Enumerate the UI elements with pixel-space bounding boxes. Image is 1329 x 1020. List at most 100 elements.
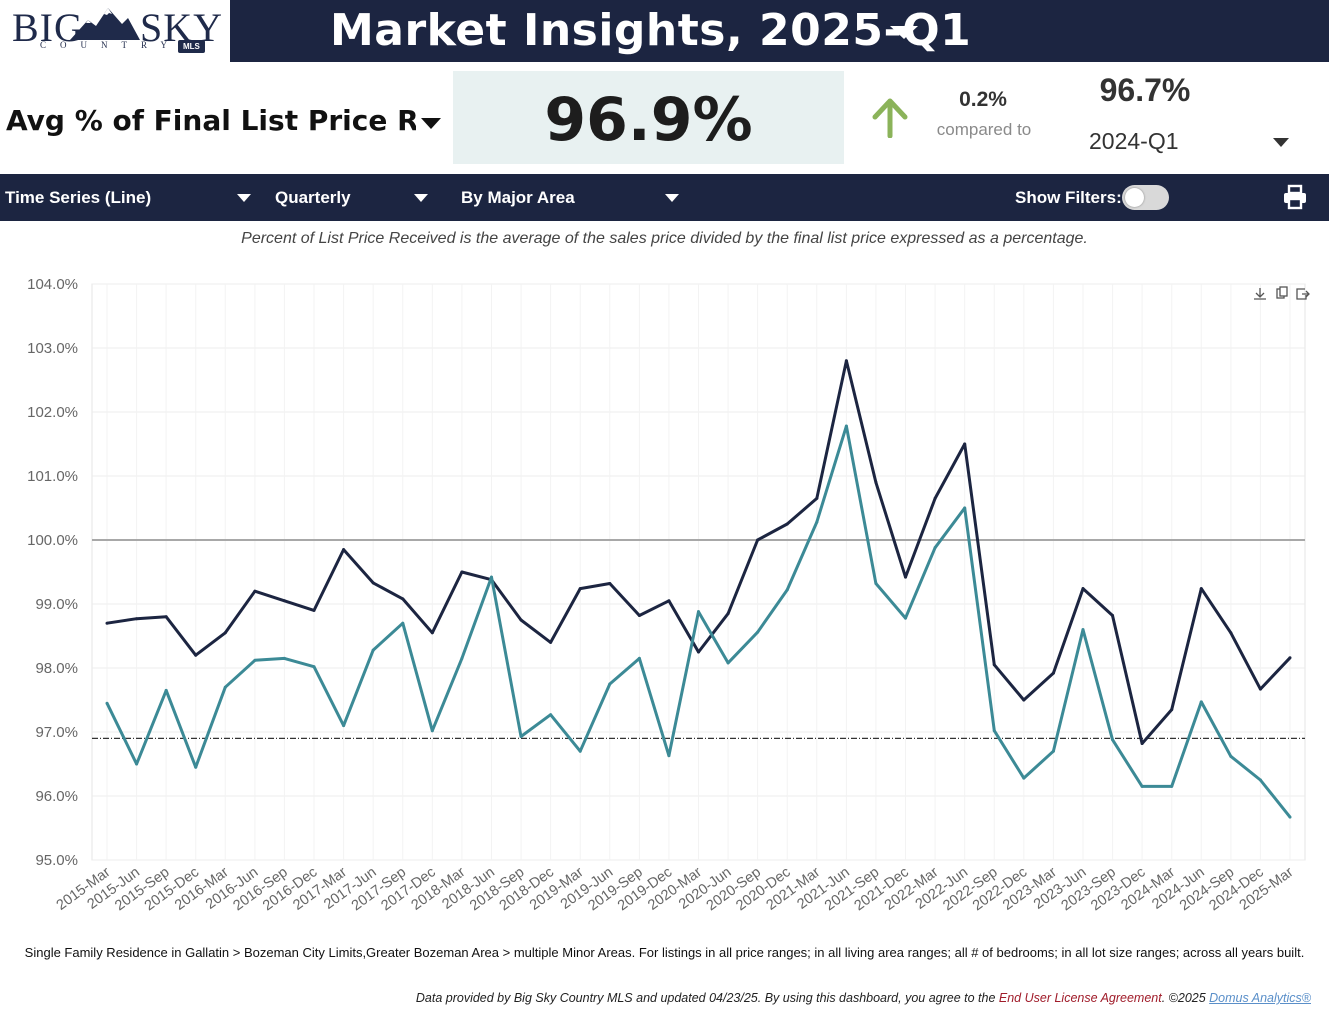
grouping-dropdown[interactable]: By Major Area (452, 174, 688, 221)
data-point (430, 631, 434, 635)
comparison-value: 96.7% (1099, 72, 1191, 108)
data-point (164, 615, 168, 619)
data-point (578, 749, 582, 753)
data-point (460, 656, 464, 660)
metric-value: 96.9% (544, 85, 753, 155)
toggle-knob (1125, 188, 1144, 207)
data-point (844, 359, 848, 363)
data-point (1199, 587, 1203, 591)
data-point (401, 621, 405, 625)
data-point (342, 724, 346, 728)
data-point (756, 538, 760, 542)
chart-gridlines (91, 283, 1306, 861)
data-point (519, 618, 523, 622)
y-tick-label: 103.0% (27, 340, 78, 357)
data-point (1111, 738, 1115, 742)
data-point (1140, 742, 1144, 746)
data-point (1051, 749, 1055, 753)
y-tick-label: 100.0% (27, 532, 78, 549)
time-series-chart: 104.0% 103.0% 102.0% 101.0% 100.0% 99.0% 98.0%… (27, 276, 1306, 914)
chart-type-dropdown[interactable]: Time Series (Line) (0, 174, 258, 221)
y-axis-ticks: 104.0% 103.0% 102.0% 101.0% 100.0% 99.0% 98.0%… (27, 276, 78, 869)
data-point (549, 640, 553, 644)
mountain-icon (70, 8, 140, 40)
data-point (1258, 778, 1262, 782)
data-point (489, 575, 493, 579)
header-bar: Market Insights, 2025-Q1 (230, 0, 1329, 62)
data-point (1199, 700, 1203, 704)
y-tick-label: 102.0% (27, 404, 78, 421)
data-point (371, 581, 375, 585)
data-point (874, 480, 878, 484)
data-point (342, 548, 346, 552)
data-point (933, 546, 937, 550)
chart-toolbar (1254, 286, 1310, 300)
logo-badge-mls: MLS (178, 40, 205, 53)
y-tick-label: 101.0% (27, 468, 78, 485)
eula-link[interactable]: End User License Agreement (998, 991, 1162, 1005)
data-point (1111, 614, 1115, 618)
data-point (1229, 754, 1233, 758)
data-point (608, 582, 612, 586)
metric-dropdown-caret-icon[interactable] (421, 118, 441, 129)
data-point (785, 588, 789, 592)
data-point (371, 648, 375, 652)
data-point (578, 587, 582, 591)
interval-caret-icon (414, 194, 428, 202)
brand-logo: BIG SKY COUNTRY MLS (0, 0, 230, 62)
data-point (312, 608, 316, 612)
data-point (667, 754, 671, 758)
interval-label: Quarterly (275, 188, 351, 207)
y-tick-label: 99.0% (35, 596, 78, 613)
data-point (815, 520, 819, 524)
data-point (1170, 784, 1174, 788)
y-tick-label: 104.0% (27, 276, 78, 293)
copy-icon[interactable] (1276, 286, 1288, 299)
data-point (1081, 628, 1085, 632)
data-point (1140, 784, 1144, 788)
data-point (135, 617, 139, 621)
chart-series (105, 359, 1292, 819)
print-icon[interactable] (1282, 184, 1308, 210)
logo-word-big: BIG (12, 5, 84, 50)
data-point (164, 688, 168, 692)
data-point (992, 729, 996, 733)
period-dropdown-caret-icon[interactable] (890, 26, 918, 39)
data-point (105, 621, 109, 625)
grouping-label: By Major Area (461, 188, 575, 207)
data-point (253, 658, 257, 662)
data-point (1051, 671, 1055, 675)
period-title[interactable]: Market Insights, 2025-Q1 (330, 5, 972, 56)
data-point (1022, 776, 1026, 780)
comparison-period-select[interactable]: 2024-Q1 (1089, 128, 1179, 154)
comparison-dropdown-caret-icon[interactable] (1273, 138, 1289, 147)
domus-analytics-link[interactable]: Domus Analytics® (1209, 991, 1311, 1005)
interval-dropdown[interactable]: Quarterly (266, 174, 436, 221)
y-tick-label: 98.0% (35, 660, 78, 677)
credit-prefix: Data provided by Big Sky Country MLS and… (415, 991, 999, 1005)
metric-selector-label[interactable]: Avg % of Final List Price Rec'd (6, 104, 416, 137)
chart-reference-lines (92, 539, 1305, 739)
data-point (815, 496, 819, 500)
data-point (253, 589, 257, 593)
export-icon[interactable] (1296, 288, 1310, 300)
credit-middle: . ©2025 (1161, 991, 1210, 1005)
data-point (549, 713, 553, 717)
data-point (194, 653, 198, 657)
show-filters-toggle[interactable] (1122, 185, 1169, 210)
data-point (1288, 815, 1292, 819)
data-point (1081, 587, 1085, 591)
compared-to-label: compared to (936, 120, 1032, 139)
data-point (1229, 631, 1233, 635)
filter-summary: Single Family Residence in Gallatin > Bo… (24, 945, 1305, 960)
data-point (667, 599, 671, 603)
data-point (401, 597, 405, 601)
data-point (874, 582, 878, 586)
download-icon[interactable] (1254, 288, 1266, 300)
data-point (844, 424, 848, 428)
data-point (282, 656, 286, 660)
data-point (697, 650, 700, 654)
data-point (637, 656, 641, 660)
data-point (105, 701, 109, 705)
data-point (135, 762, 139, 766)
